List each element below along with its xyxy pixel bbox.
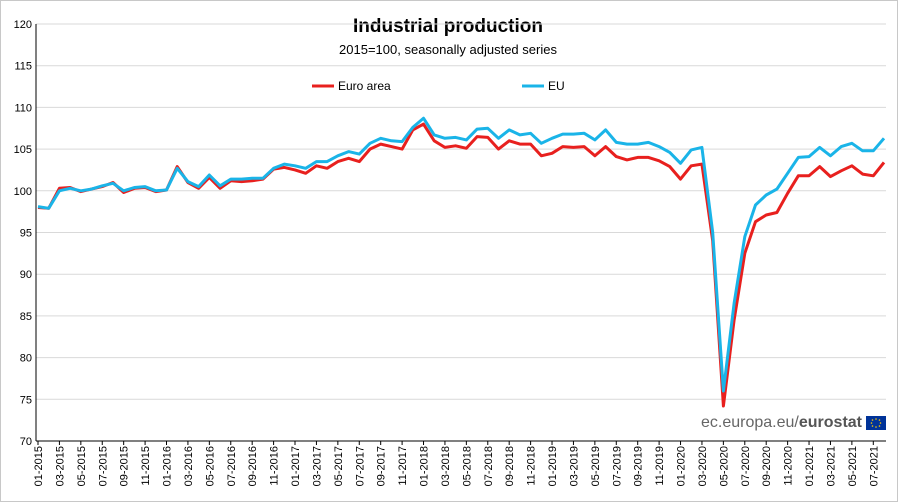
legend: Euro area EU [312, 79, 565, 93]
eu-flag-icon [866, 416, 886, 430]
x-tick-label: 05-2020 [718, 446, 730, 486]
y-tick-label: 75 [20, 394, 32, 406]
x-tick-label: 11-2018 [526, 446, 538, 486]
x-axis-tick-labels: 01-2015 03-2015 05-2015 07-2015 09-2015 11-20… [33, 446, 880, 486]
legend-label-euro-area: Euro area [338, 79, 391, 93]
x-tick-label: 03-2016 [183, 446, 195, 486]
x-tick-label: 11-2017 [397, 446, 409, 486]
x-tick-label: 01-2019 [547, 446, 559, 486]
x-tick-label: 01-2021 [804, 446, 816, 486]
x-tick-label: 01-2017 [290, 446, 302, 486]
x-tick-label: 11-2020 [783, 446, 795, 486]
x-tick-label: 03-2020 [697, 446, 709, 486]
x-tick-label: 05-2015 [76, 446, 88, 486]
x-tick-label: 11-2016 [269, 446, 281, 486]
x-tick-label: 03-2015 [54, 446, 66, 486]
x-tick-label: 09-2015 [119, 446, 131, 486]
series-line-eu [37, 116, 886, 393]
x-tick-label: 03-2018 [440, 446, 452, 486]
x-tick-label: 05-2019 [590, 446, 602, 486]
x-tick-label: 05-2021 [847, 446, 859, 486]
x-tick-label: 09-2018 [504, 446, 516, 486]
series-line-euro-area [37, 122, 886, 408]
x-tick-label: 05-2018 [461, 446, 473, 486]
legend-label-eu: EU [548, 79, 565, 93]
x-tick-label: 07-2015 [97, 446, 109, 486]
y-tick-label: 85 [20, 311, 32, 323]
gridlines [36, 23, 886, 442]
x-tick-label: 07-2018 [483, 446, 495, 486]
axes [35, 24, 886, 445]
y-tick-label: 100 [14, 186, 32, 198]
x-tick-label: 09-2020 [761, 446, 773, 486]
x-tick-label: 05-2017 [333, 446, 345, 486]
y-tick-label: 115 [14, 61, 32, 73]
y-tick-label: 105 [14, 144, 32, 156]
y-axis-tick-labels: 70 75 80 85 90 95 100 105 110 115 120 [14, 19, 32, 448]
y-tick-label: 110 [14, 102, 32, 114]
x-tick-label: 01-2016 [162, 446, 174, 486]
x-tick-label: 03-2017 [311, 446, 323, 486]
x-tick-label: 07-2021 [868, 446, 880, 486]
y-tick-label: 95 [20, 228, 32, 240]
brand-name: eurostat [798, 414, 862, 431]
x-tick-label: 03-2019 [568, 446, 580, 486]
y-tick-label: 70 [20, 436, 32, 448]
y-tick-label: 120 [14, 19, 32, 31]
x-tick-label: 01-2015 [33, 446, 45, 486]
x-tick-label: 07-2020 [740, 446, 752, 486]
x-tick-label: 09-2017 [376, 446, 388, 486]
x-tick-label: 03-2021 [825, 446, 837, 486]
x-tick-label: 11-2019 [654, 446, 666, 486]
x-tick-label: 05-2016 [204, 446, 216, 486]
brand-domain: ec.europa.eu/ [701, 414, 799, 431]
x-tick-label: 09-2019 [633, 446, 645, 486]
x-tick-label: 01-2018 [419, 446, 431, 486]
x-tick-label: 09-2016 [247, 446, 259, 486]
chart-subtitle: 2015=100, seasonally adjusted series [339, 42, 557, 57]
x-tick-label: 01-2020 [676, 446, 688, 486]
series-lines [37, 116, 886, 408]
x-tick-label: 07-2017 [354, 446, 366, 486]
y-tick-label: 80 [20, 353, 32, 365]
eurostat-branding: ec.europa.eu/eurostat [701, 414, 886, 432]
x-tick-label: 11-2015 [140, 446, 152, 486]
x-tick-label: 07-2019 [611, 446, 623, 486]
chart-title: Industrial production [353, 16, 543, 37]
y-tick-label: 90 [20, 269, 32, 281]
x-tick-label: 07-2016 [226, 446, 238, 486]
